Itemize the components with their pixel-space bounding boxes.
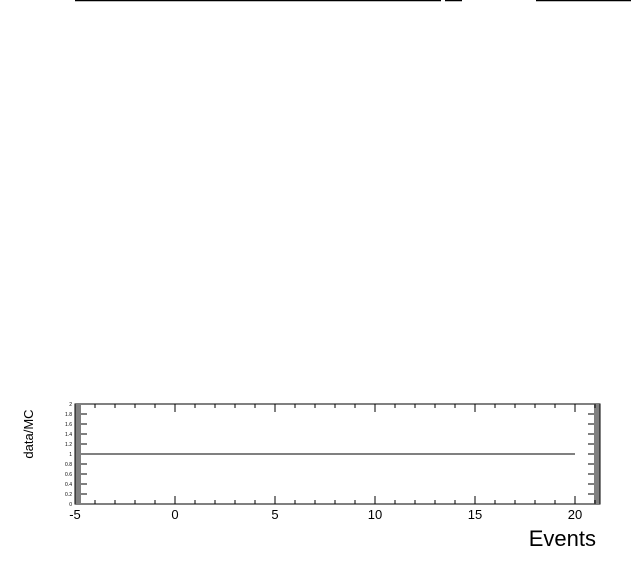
x-tick-label: -5 — [69, 507, 81, 522]
y-tick-label: 2 — [69, 402, 72, 408]
y-tick-label: 0 — [69, 502, 72, 508]
x-axis-ticks — [74, 404, 596, 504]
x-tick-label: 20 — [568, 507, 582, 522]
y-tick-label: 1 — [69, 452, 72, 458]
x-tick-label: 10 — [368, 507, 382, 522]
y-tick-label: 0.2 — [65, 492, 72, 498]
y-axis-ticks — [75, 403, 600, 505]
y-tick-label: 1.2 — [65, 442, 72, 448]
x-tick-label: 0 — [171, 507, 178, 522]
y-tick-label: 0.8 — [65, 462, 72, 468]
x-tick-label: 15 — [468, 507, 482, 522]
y-tick-label: 1.8 — [65, 412, 72, 418]
y-tick-label: 0.6 — [65, 472, 72, 478]
y-axis-title: data/MC — [21, 409, 36, 458]
y-tick-label: 1.4 — [65, 432, 72, 438]
x-tick-label: 5 — [271, 507, 278, 522]
y-tick-label: 0.4 — [65, 482, 72, 488]
x-axis-title: Events — [529, 526, 596, 551]
y-tick-label: 1.6 — [65, 422, 72, 428]
x-axis-tick-labels: -5 0 5 10 15 20 — [69, 507, 582, 522]
y-axis-tick-labels: 0 0.2 0.4 0.6 0.8 1 1.2 1.4 1.6 1.8 2 — [65, 402, 72, 508]
